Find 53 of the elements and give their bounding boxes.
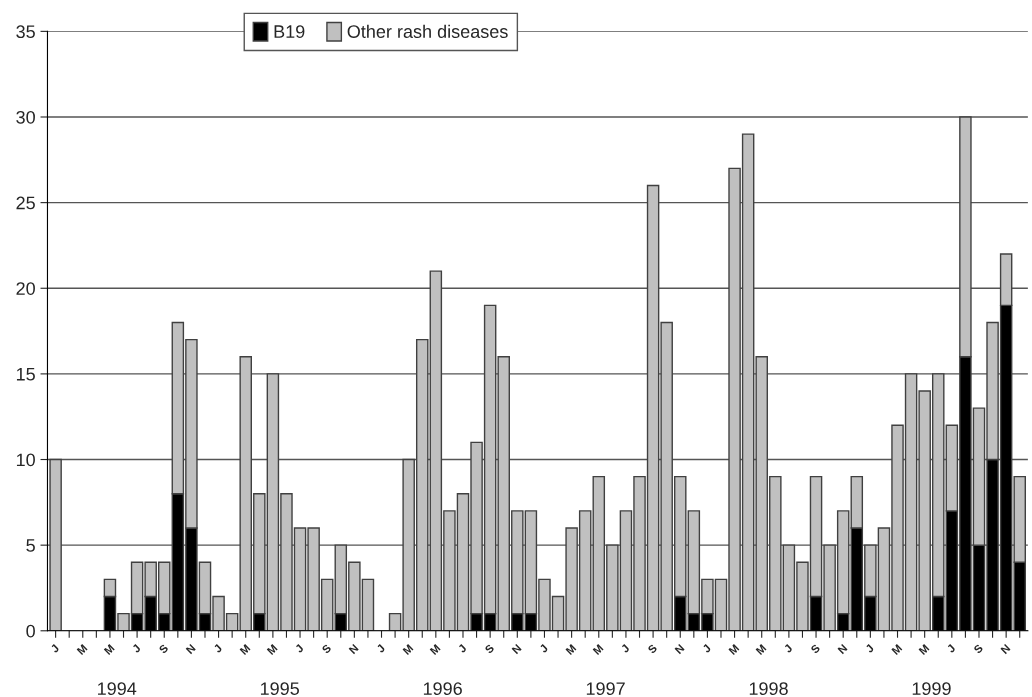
- x-tick-label: M: [402, 644, 414, 655]
- x-tick-label: M: [891, 644, 903, 655]
- x-tick-label: J: [294, 644, 304, 654]
- x-tick-label: J: [701, 644, 712, 654]
- text: 1997: [586, 682, 625, 695]
- text: 1999: [912, 682, 951, 695]
- x-tick-label: S: [810, 643, 821, 655]
- x-tick-label: M: [103, 644, 115, 655]
- x-tick-label: M: [76, 644, 88, 655]
- x-tick-label: M: [592, 644, 604, 655]
- x-tick-label: M: [266, 644, 278, 655]
- legend-label: B19: [274, 25, 305, 38]
- x-tick-label: J: [50, 644, 60, 654]
- x-tick-label: M: [918, 644, 930, 655]
- y-tick-label: 20: [16, 282, 35, 295]
- x-tick-label: J: [457, 644, 467, 654]
- x-tick-label: M: [728, 644, 740, 655]
- y-tick-label: 0: [26, 624, 35, 638]
- y-tick-label: 10: [16, 453, 35, 467]
- y-tick-label: 30: [16, 110, 35, 124]
- text: 1995: [260, 682, 299, 695]
- legend-label: Other rash diseases: [347, 24, 508, 38]
- x-tick-label: N: [1000, 644, 1011, 655]
- x-tick-label: N: [185, 644, 196, 655]
- x-tick-label: J: [783, 644, 793, 654]
- x-tick-label: N: [348, 644, 359, 655]
- y-tick-label: 5: [26, 539, 35, 552]
- y-tick-label: 15: [16, 368, 35, 381]
- y-tick-label: 25: [16, 196, 35, 210]
- text: 1998: [749, 682, 788, 695]
- x-tick-label: M: [755, 644, 767, 655]
- x-tick-label: N: [511, 644, 522, 655]
- x-tick-label: S: [973, 643, 984, 655]
- x-tick-label: S: [321, 643, 332, 655]
- x-tick-label: M: [239, 644, 251, 655]
- x-tick-label: J: [213, 644, 223, 654]
- x-tick-label: J: [864, 644, 875, 654]
- x-tick-label: J: [376, 644, 386, 654]
- x-tick-label: J: [131, 644, 141, 654]
- x-tick-label: S: [484, 643, 495, 655]
- x-tick-label: M: [429, 644, 441, 655]
- x-tick-label: M: [565, 644, 577, 655]
- text: 1996: [423, 682, 462, 695]
- x-tick-label: J: [946, 644, 956, 654]
- x-tick-label: S: [647, 643, 658, 655]
- x-tick-label: S: [158, 643, 169, 655]
- x-tick-label: N: [837, 644, 848, 655]
- x-tick-label: N: [674, 644, 685, 655]
- x-tick-label: J: [620, 644, 630, 654]
- bar: [49, 458, 62, 631]
- y-tick-label: 35: [16, 25, 35, 39]
- x-tick-label: J: [539, 644, 549, 654]
- text: 1994: [98, 682, 137, 695]
